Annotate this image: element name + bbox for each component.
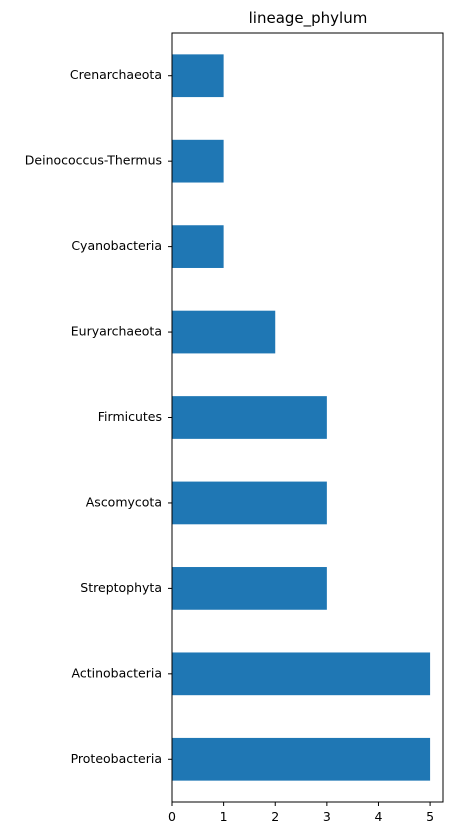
x-axis: 0 1 2 3 4 5 <box>168 802 434 824</box>
y-tick-label: Ascomycota <box>86 494 162 509</box>
x-tick-label: 4 <box>374 809 382 824</box>
x-tick-label: 0 <box>168 809 176 824</box>
y-tick-label: Proteobacteria <box>71 751 162 766</box>
bar <box>172 652 431 696</box>
x-tick-label: 3 <box>323 809 331 824</box>
y-tick-label: Cyanobacteria <box>71 238 162 253</box>
bar <box>172 481 327 525</box>
x-tick-label: 5 <box>426 809 434 824</box>
y-tick-label: Crenarchaeota <box>70 67 162 82</box>
bar <box>172 737 431 781</box>
bars-layer <box>172 54 431 781</box>
bar <box>172 54 224 98</box>
chart-title: lineage_phylum <box>249 9 368 28</box>
y-axis: Crenarchaeota Deinococcus-Thermus Cyanobac… <box>25 67 172 766</box>
y-tick-label: Deinococcus-Thermus <box>25 153 162 168</box>
bar <box>172 139 224 183</box>
y-tick-label: Firmicutes <box>98 409 162 424</box>
y-tick-label: Streptophyta <box>80 580 162 595</box>
bar <box>172 567 327 610</box>
bar <box>172 225 224 268</box>
x-tick-label: 1 <box>220 809 228 824</box>
bar <box>172 310 276 354</box>
y-tick-label: Euryarchaeota <box>71 324 162 339</box>
plot-frame <box>171 32 444 803</box>
y-tick-label: Actinobacteria <box>72 665 162 680</box>
x-tick-label: 2 <box>271 809 279 824</box>
bar <box>172 396 327 439</box>
